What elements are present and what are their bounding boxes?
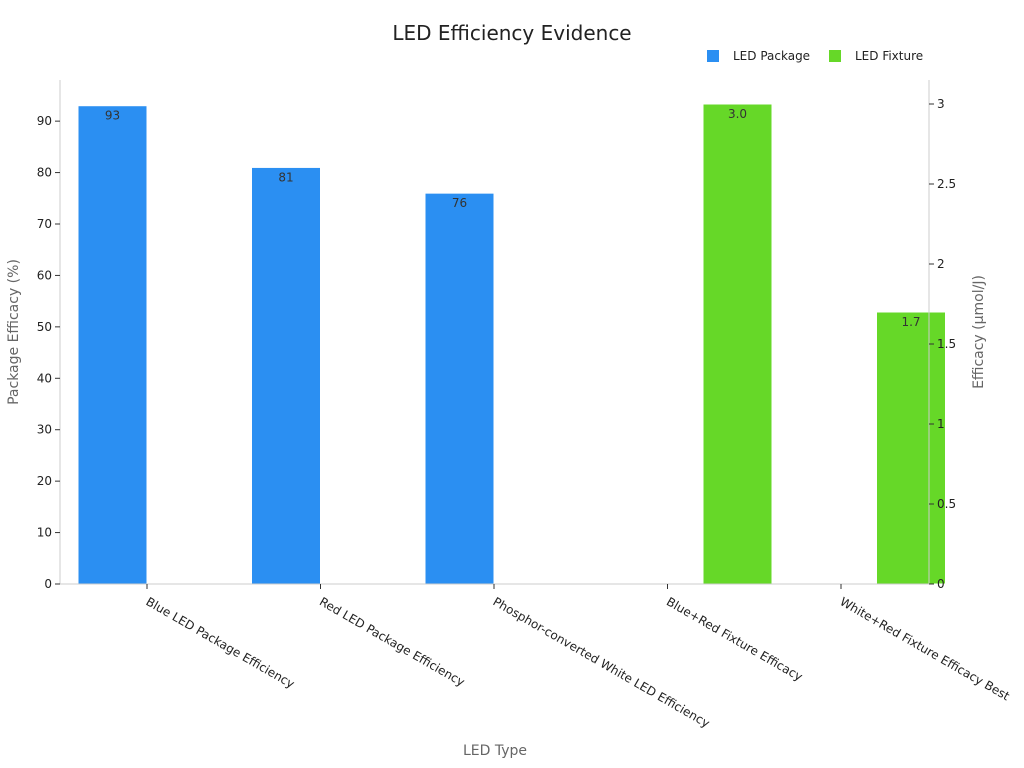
right-tick-label-0: 0 <box>937 577 945 591</box>
left-tick-label-4: 40 <box>37 371 52 385</box>
x-axis-title: LED Type <box>463 743 527 759</box>
x-axis-ticks: Blue LED Package Efficiency Red LED Packa… <box>144 584 1013 731</box>
legend-label-led-fixture: LED Fixture <box>855 49 923 63</box>
bar-value-label-3: 3.0 <box>728 107 747 121</box>
left-tick-label-2: 20 <box>37 474 52 488</box>
left-tick-label-8: 80 <box>37 166 52 180</box>
left-tick-label-9: 90 <box>37 114 52 128</box>
bar-labels-group: 93 81 76 3.0 1.7 <box>105 107 921 329</box>
bar-value-label-1: 81 <box>278 170 293 184</box>
right-axis-ticks: 0 0.5 1 1.5 2 2.5 3 <box>929 97 956 591</box>
x-tick-label-1: Red LED Package Efficiency <box>317 594 467 689</box>
left-tick-label-7: 70 <box>37 217 52 231</box>
y-axis-title-right: Efficacy (µmol/J) <box>971 275 987 389</box>
bars-group <box>77 103 946 585</box>
bar-led-package-1 <box>251 166 321 585</box>
chart-title: LED Efficiency Evidence <box>392 21 631 45</box>
left-tick-label-1: 10 <box>37 526 52 540</box>
bar-led-package-0 <box>77 105 148 585</box>
legend-swatch-led-package <box>707 50 719 62</box>
legend-swatch-led-fixture <box>829 50 841 62</box>
bar-value-label-4: 1.7 <box>901 315 920 329</box>
left-tick-label-0: 0 <box>44 577 52 591</box>
left-tick-label-6: 60 <box>37 268 52 282</box>
right-tick-label-4: 2 <box>937 257 945 271</box>
right-tick-label-2: 1 <box>937 417 945 431</box>
left-tick-label-5: 50 <box>37 320 52 334</box>
right-tick-label-1: 0.5 <box>937 497 956 511</box>
bar-led-fixture-4 <box>876 311 946 585</box>
right-tick-label-5: 2.5 <box>937 177 956 191</box>
right-tick-label-3: 1.5 <box>937 337 956 351</box>
left-tick-label-3: 30 <box>37 423 52 437</box>
bar-led-fixture-3 <box>702 103 773 585</box>
x-tick-label-4: White+Red Fixture Efficacy Best <box>838 594 1013 703</box>
right-tick-label-6: 3 <box>937 97 945 111</box>
legend-label-led-package: LED Package <box>733 49 810 63</box>
y-axis-title-left: Package Efficacy (%) <box>6 259 22 405</box>
bar-value-label-2: 76 <box>452 196 467 210</box>
bar-value-label-0: 93 <box>105 109 120 123</box>
x-tick-label-3: Blue+Red Fixture Efficacy <box>664 594 805 683</box>
bar-led-package-2 <box>424 192 495 585</box>
left-axis-ticks: 0 10 20 30 40 50 60 70 80 90 <box>37 114 60 591</box>
x-tick-label-0: Blue LED Package Efficiency <box>144 594 297 691</box>
legend: LED Package LED Fixture <box>707 49 923 63</box>
